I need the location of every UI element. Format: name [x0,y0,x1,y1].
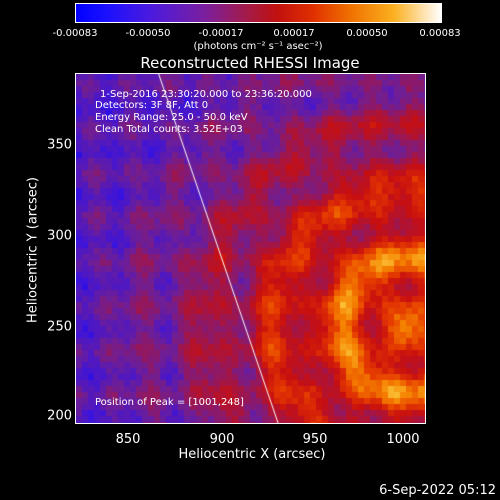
y-tick: 300 [47,228,72,244]
x-tick: 850 [115,432,141,447]
info-detectors: Detectors: 3F 8F, Att 0 [95,100,209,111]
colorbar-tick: 0.00083 [419,28,461,39]
colorbar-tick: -0.00083 [52,28,98,39]
y-axis-label: Heliocentric Y (arcsec) [25,177,41,323]
colorbar-tick: 0.00017 [273,28,315,39]
info-energy: Energy Range: 25.0 - 50.0 keV [95,112,248,123]
colorbar-units-label: (photons cm⁻² s⁻¹ asec⁻²) [193,41,323,52]
x-tick: 950 [302,432,328,447]
colorbar [75,3,442,23]
colorbar-tick: 0.00050 [346,28,388,39]
y-tick: 350 [47,137,72,153]
heatmap-frame [75,73,426,424]
y-tick: 250 [47,319,72,335]
x-tick: 1000 [386,432,420,447]
colorbar-tick: -0.00017 [198,28,244,39]
heatmap-image [76,74,425,423]
info-time: 1-Sep-2016 23:30:20.000 to 23:36:20.000 [100,89,312,100]
plot-title: Reconstructed RHESSI Image [140,54,360,72]
peak-position: Position of Peak = [1001,248] [95,397,244,408]
y-tick: 200 [47,408,72,424]
x-axis-label: Heliocentric X (arcsec) [178,447,326,462]
x-tick: 900 [209,432,235,447]
footer-timestamp: 6-Sep-2022 05:12 [379,483,496,498]
colorbar-tick: -0.00050 [125,28,171,39]
info-clean: Clean Total counts: 3.52E+03 [95,124,243,135]
